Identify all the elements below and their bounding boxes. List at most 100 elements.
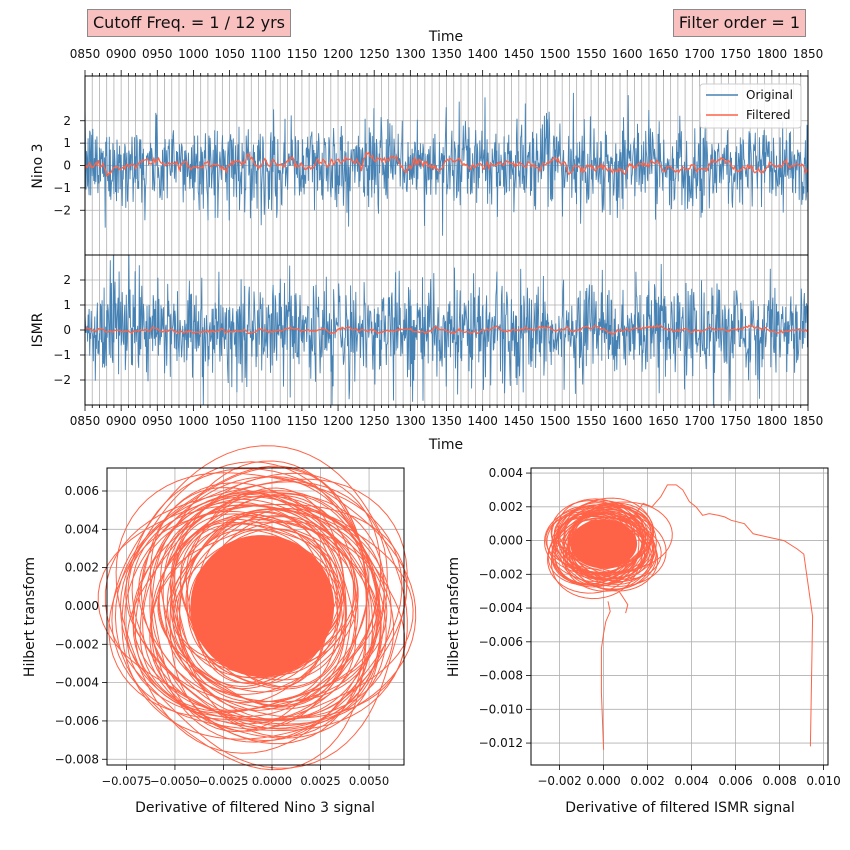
x-tick-label: 1550: [576, 47, 607, 61]
nino3-original-series: [84, 92, 809, 236]
orbit-loop: [179, 523, 339, 685]
nino3-panel: 0850 0900 0950 1000 1050 1100 1150 1200 1250 1300…: [30, 29, 824, 256]
x-tick-label: 1850: [793, 414, 824, 428]
x-tick-label: 0.002: [630, 774, 664, 788]
x-tick-label: 0850: [70, 47, 101, 61]
nino3-phase-ticks: −0.0075−0.0050−0.0025 0.0000 0.0025 0.0050 0…: [55, 484, 390, 788]
orbit-loop: [165, 515, 378, 703]
nino3-phase-x-axis-label: Derivative of filtered Nino 3 signal: [135, 800, 375, 816]
orbit-loop: [170, 508, 343, 681]
y-tick-label: −0.004: [55, 676, 99, 690]
orbit-loop: [125, 503, 370, 721]
orbit-loop: [142, 476, 382, 739]
y-tick-label: 0.004: [65, 522, 99, 536]
y-tick-label: −0.006: [55, 714, 99, 728]
y-tick-label: 1: [63, 298, 71, 312]
x-tick-label: 1400: [467, 47, 498, 61]
orbit-loop: [169, 516, 381, 711]
y-tick-label: −0.008: [55, 752, 99, 766]
x-tick-label: 1100: [250, 47, 281, 61]
x-tick-label: −0.002: [537, 774, 581, 788]
ismr-phase-panel: −0.002 0.000 0.002 0.004 0.006 0.008 0.010 0.00…: [446, 466, 841, 816]
y-tick-label: 1: [63, 136, 71, 150]
x-tick-label: 1200: [323, 414, 354, 428]
x-tick-label: 1050: [214, 47, 245, 61]
orbit-loop: [563, 502, 634, 575]
orbit-trajectory: [594, 484, 814, 747]
x-tick-label: 0.0050: [349, 774, 389, 788]
x-tick-label: 1300: [395, 47, 426, 61]
x-tick-label: 1450: [504, 414, 535, 428]
orbit-loop: [186, 529, 343, 670]
nino3-phase-panel: −0.0075−0.0050−0.0025 0.0000 0.0025 0.0050 0…: [22, 445, 417, 816]
filtered-line: [84, 151, 809, 177]
y-tick-label: −2: [53, 373, 71, 387]
x-tick-label: 1700: [684, 414, 715, 428]
orbit-loop: [132, 490, 381, 727]
ismr-panel: 0850 0900 0950 1000 1050 1100 1150 1200 1250 1300…: [30, 254, 824, 453]
x-tick-label: 1800: [757, 47, 788, 61]
original-line: [84, 92, 809, 236]
x-tick-label: 1600: [612, 47, 643, 61]
x-tick-label: 1500: [540, 414, 571, 428]
x-tick-label: 1000: [178, 47, 209, 61]
x-tick-label: 1700: [684, 47, 715, 61]
orbit-loop: [150, 492, 414, 725]
ismr-phase-x-axis-label: Derivative of filtered ISMR signal: [565, 800, 794, 816]
x-tick-label: 1150: [287, 414, 318, 428]
x-tick-label: 0.008: [762, 774, 796, 788]
orbit-loop: [172, 513, 356, 690]
orbit-loop: [151, 493, 374, 718]
y-tick-label: 0.000: [489, 534, 523, 548]
x-tick-label: 1750: [720, 47, 751, 61]
y-tick-label: 0.002: [65, 561, 99, 575]
bottom-x-axis-label: Time: [428, 437, 463, 453]
x-tick-label: 1650: [648, 414, 679, 428]
filter-order-badge: Filter order = 1: [672, 9, 806, 37]
cutoff-frequency-badge: Cutoff Freq. = 1 / 12 yrs: [87, 9, 291, 37]
orbit-loop: [543, 506, 667, 587]
orbit-tail: [600, 601, 611, 750]
x-tick-label: 0900: [106, 414, 137, 428]
nino3-phase-y-axis-label: Hilbert transform: [22, 557, 38, 677]
x-tick-label: 0900: [106, 47, 137, 61]
x-tick-label: 1300: [395, 414, 426, 428]
ismr-plot-frame: [84, 254, 809, 406]
y-tick-label: −0.010: [479, 702, 523, 716]
ismr-phase-ticks: −0.002 0.000 0.002 0.004 0.006 0.008 0.010 0.00…: [479, 466, 841, 788]
x-tick-label: 1100: [250, 414, 281, 428]
x-tick-label: 1400: [467, 414, 498, 428]
orbit-loop: [185, 518, 331, 684]
x-tick-label: 1350: [431, 47, 462, 61]
orbit-loop: [198, 529, 342, 661]
orbit-loop: [547, 502, 655, 586]
orbit-loop: [157, 520, 355, 708]
x-tick-label: 1250: [359, 47, 390, 61]
orbit-loop: [149, 493, 377, 711]
orbit-loop: [564, 504, 645, 587]
x-tick-label: 0950: [142, 414, 173, 428]
x-tick-label: 0950: [142, 47, 173, 61]
y-tick-label: 2: [63, 273, 71, 287]
x-tick-label: −0.0025: [199, 774, 249, 788]
x-tick-label: 0.0025: [300, 774, 340, 788]
y-tick-label: 0.002: [489, 500, 523, 514]
ismr-original-series: [84, 254, 809, 406]
x-tick-label: 1800: [757, 414, 788, 428]
x-tick-label: 0.0000: [252, 774, 292, 788]
x-tick-label: 1350: [431, 414, 462, 428]
x-tick-label: 0.000: [586, 774, 620, 788]
legend-original-label: Original: [746, 88, 793, 102]
x-tick-label: 1750: [720, 414, 751, 428]
x-tick-label: −0.0075: [101, 774, 151, 788]
x-tick-label: 0850: [70, 414, 101, 428]
x-tick-label: 1850: [793, 47, 824, 61]
y-tick-label: −1: [53, 181, 71, 195]
x-tick-label: 1250: [359, 414, 390, 428]
orbit-loop: [179, 490, 359, 703]
y-tick-label: −0.008: [479, 669, 523, 683]
x-tick-label: 0.010: [806, 774, 840, 788]
x-tick-label: 0.004: [674, 774, 708, 788]
orbit-loop: [119, 466, 367, 745]
orbit-loop: [192, 518, 345, 679]
